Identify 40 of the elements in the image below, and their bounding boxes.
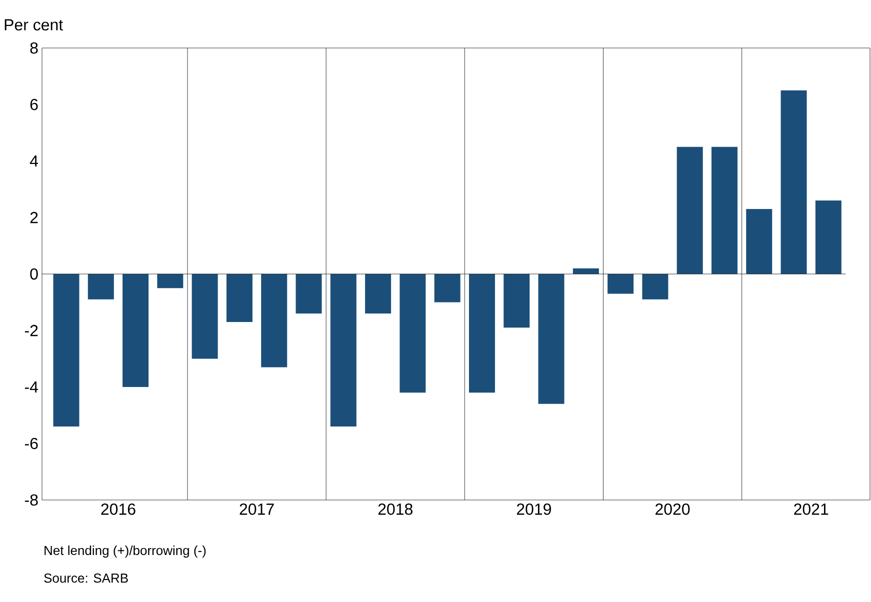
bar <box>642 274 668 300</box>
y-tick-label: 6 <box>30 98 38 110</box>
y-tick-label: -6 <box>24 438 38 450</box>
bar <box>330 274 356 427</box>
bar <box>780 90 807 274</box>
bar <box>400 274 426 393</box>
x-tick-label: 2019 <box>516 504 551 515</box>
source-note: Source: SARB <box>44 574 128 583</box>
bar <box>711 146 738 274</box>
bar <box>815 200 842 274</box>
bar <box>122 274 149 387</box>
bar <box>608 274 634 294</box>
y-tick-label: -4 <box>24 381 38 392</box>
bar <box>676 146 703 274</box>
y-tick-label: 2 <box>30 212 38 224</box>
bar <box>468 274 495 393</box>
bar <box>157 274 184 288</box>
x-tick-label: 2017 <box>240 504 274 515</box>
bar <box>504 274 530 328</box>
y-tick-label: 8 <box>30 42 38 54</box>
y-tick-label: -8 <box>24 494 38 506</box>
y-tick-label: 0 <box>30 268 38 280</box>
x-tick-label: 2018 <box>378 504 412 515</box>
bar <box>53 274 80 427</box>
bar <box>746 209 772 274</box>
bar <box>434 274 460 302</box>
x-tick-label: 2020 <box>656 504 690 515</box>
bar <box>365 274 392 314</box>
y-axis-title: Per cent <box>4 19 63 30</box>
bar <box>296 274 322 314</box>
bar <box>192 274 218 359</box>
bar <box>226 274 252 322</box>
text: Net lending (+)/borrowing (-) <box>44 546 206 558</box>
bar <box>538 274 564 404</box>
x-tick-label: 2016 <box>101 504 136 515</box>
x-tick-label: 2021 <box>794 504 828 515</box>
bar <box>261 274 288 368</box>
y-tick-label: 4 <box>30 155 38 166</box>
bar <box>88 274 114 300</box>
y-tick-label: -2 <box>24 324 38 336</box>
